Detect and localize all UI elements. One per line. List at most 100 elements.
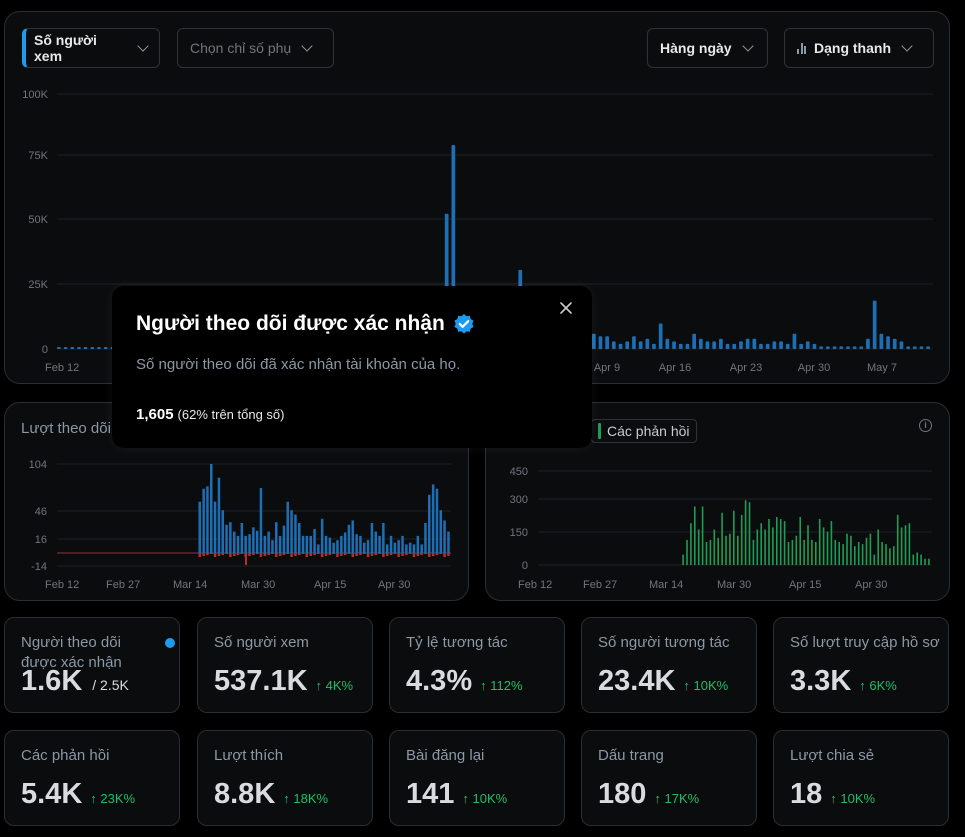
views-bar — [90, 347, 95, 349]
stat-card[interactable]: Lượt chia sẻ 18 ↑ 10K% — [773, 730, 949, 826]
replies-bar — [807, 525, 809, 565]
views-bar — [886, 336, 890, 350]
stat-card[interactable]: Tỷ lệ tương tác 4.3% ↑ 112% — [389, 617, 565, 713]
interval-select[interactable]: Hàng ngày — [647, 28, 768, 68]
unfollow-bar — [389, 553, 393, 555]
replies-legend[interactable]: Các phản hồi — [591, 419, 697, 443]
replies-bar — [869, 533, 872, 565]
stat-value: 23.4K — [598, 665, 676, 697]
followers-bar — [290, 510, 293, 553]
stat-value: 537.1K — [214, 665, 308, 697]
followers-bar — [301, 535, 305, 553]
unfollow-bar — [240, 553, 244, 554]
replies-bar — [838, 542, 840, 565]
info-icon[interactable]: i — [919, 419, 932, 432]
followers-bar — [359, 535, 362, 553]
y-tick-label: 0 — [42, 344, 48, 356]
views-bar — [592, 333, 596, 349]
stat-label: Các phản hồi — [21, 747, 110, 764]
views-bar — [892, 338, 897, 349]
stat-card[interactable]: Số lượt truy cập hồ sơ 3.3K ↑ 6K% — [773, 617, 949, 713]
replies-legend-label: Các phản hồi — [607, 423, 690, 439]
chart-type-label: Dạng thanh — [814, 40, 891, 56]
replies-bar — [881, 542, 883, 565]
followers-bar — [412, 544, 416, 553]
replies-bar — [721, 512, 723, 565]
views-bar — [598, 336, 603, 350]
followers-bar — [355, 534, 358, 553]
views-bar — [638, 341, 643, 349]
secondary-metric-select[interactable]: Chọn chỉ số phụ — [177, 28, 334, 68]
stat-card[interactable]: Người theo dõi được xác nhận 1.6K / 2.5K — [4, 617, 180, 713]
stat-label: Số người xem — [214, 634, 309, 651]
views-bar — [799, 343, 803, 349]
unfollow-bar — [236, 553, 240, 555]
stat-card[interactable]: Số người xem 537.1K ↑ 4K% — [197, 617, 373, 713]
stat-value-row: 4.3% ↑ 112% — [406, 665, 523, 698]
stat-card[interactable]: Các phản hồi 5.4K ↑ 23K% — [4, 730, 180, 826]
close-icon[interactable] — [558, 300, 574, 316]
stat-card[interactable]: Dấu trang 180 ↑ 17K% — [581, 730, 757, 826]
stat-card[interactable]: Số người tương tác 23.4K ↑ 10K% — [581, 617, 757, 713]
replies-bar — [908, 523, 911, 565]
x-tick-label: Feb 27 — [583, 579, 617, 591]
replies-bar — [912, 554, 915, 565]
followers-bar — [370, 523, 374, 553]
popup-value-note: (62% trên tổng số) — [177, 407, 285, 422]
views-bar — [839, 346, 844, 349]
replies-bar — [752, 539, 755, 565]
x-tick-label: Apr 30 — [798, 362, 830, 374]
unfollow-bar — [267, 553, 270, 555]
replies-bar — [744, 500, 747, 565]
replies-bar-chart: 450 300 150 0 Feb 12 Feb 27 Mar 14 Mar 30 Apr 15… — [510, 466, 932, 591]
unfollow-bar — [374, 553, 377, 555]
unfollow-bar — [401, 553, 404, 556]
followers-bar — [405, 544, 408, 553]
chart-type-select[interactable]: Dạng thanh — [784, 28, 934, 68]
unfollow-bar — [305, 553, 309, 557]
stat-value: 1.6K — [21, 665, 83, 697]
y-tick-label: 25K — [28, 279, 48, 291]
legend-swatch — [598, 423, 601, 439]
replies-bar — [904, 525, 907, 565]
followers-bar — [236, 535, 240, 553]
stat-value: 5.4K — [21, 778, 83, 810]
y-tick-label: 16 — [35, 534, 47, 546]
unfollow-bar — [420, 553, 423, 555]
followers-bar — [271, 540, 274, 553]
stat-card[interactable]: Bài đăng lại 141 ↑ 10K% — [389, 730, 565, 826]
followers-bar — [332, 542, 335, 553]
y-tick-label: 75K — [28, 150, 48, 162]
views-bar — [785, 343, 790, 349]
views-bar — [899, 341, 904, 349]
replies-bar — [740, 514, 743, 565]
unfollow-bar — [328, 553, 332, 555]
replies-bar — [811, 539, 813, 565]
x-tick-label: Apr 15 — [789, 579, 821, 591]
unfollow-bar — [370, 553, 374, 556]
views-bar — [752, 338, 757, 349]
stat-value: 8.8K — [214, 778, 276, 810]
metric-select[interactable]: Số người xem — [22, 28, 160, 68]
replies-bar — [920, 554, 922, 565]
replies-bar — [697, 529, 700, 565]
x-tick-label: Feb 27 — [106, 579, 140, 591]
followers-bar — [240, 523, 244, 553]
stat-value-row: 3.3K ↑ 6K% — [790, 665, 897, 698]
stat-delta: ↑ 10K% — [683, 678, 729, 693]
stat-delta: ↑ 6K% — [859, 678, 897, 693]
unfollow-bar — [248, 553, 251, 556]
stat-value-row: 5.4K ↑ 23K% — [21, 778, 135, 811]
popup-title: Người theo dõi được xác nhận — [136, 312, 445, 335]
stat-card[interactable]: Lượt thích 8.8K ↑ 18K% — [197, 730, 373, 826]
followers-bar — [198, 501, 201, 553]
unfollow-bar — [245, 553, 247, 565]
unfollow-bar — [282, 553, 286, 555]
followers-bar — [278, 535, 282, 553]
unfollow-bar — [294, 553, 297, 556]
popup-value: 1,605 (62% trên tổng số) — [136, 406, 285, 423]
interval-label: Hàng ngày — [660, 40, 732, 56]
unfollow-bar — [378, 553, 381, 554]
stat-value-row: 8.8K ↑ 18K% — [214, 778, 328, 811]
unfollow-bar — [424, 553, 427, 554]
